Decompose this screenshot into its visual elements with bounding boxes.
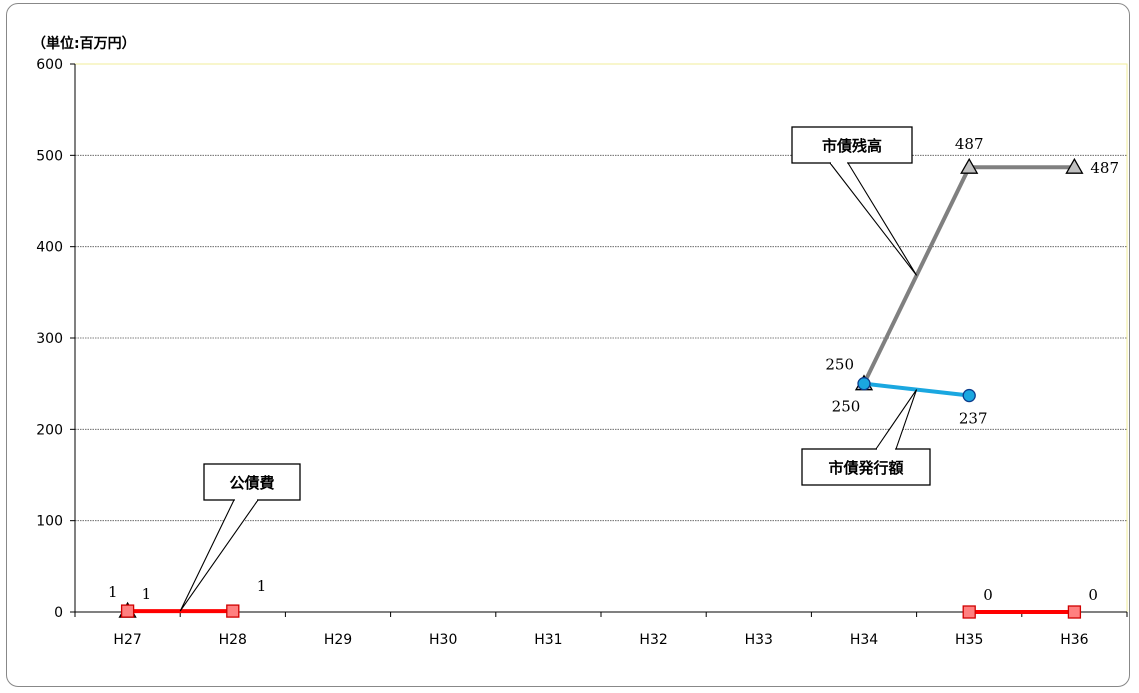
y-tick-label: 600 <box>36 57 63 73</box>
x-tick-label: H34 <box>850 632 878 648</box>
callout: 公債費 <box>179 463 301 612</box>
callout-box <box>791 126 913 164</box>
callout-pointer <box>828 162 918 276</box>
x-tick-label: H29 <box>324 632 352 648</box>
data-label: 487 <box>955 135 984 153</box>
data-point <box>226 604 240 618</box>
series-square <box>120 604 1082 619</box>
callout-text: 市債発行額 <box>828 459 903 477</box>
callout-pointer <box>874 389 918 450</box>
data-point <box>120 604 135 618</box>
callout-pointer <box>179 499 260 612</box>
data-label: 0 <box>1088 586 1098 604</box>
y-tick-label: 100 <box>36 514 63 530</box>
callout-text: 市債残高 <box>822 137 882 155</box>
y-tick-label: 500 <box>36 148 63 164</box>
series-group <box>118 157 1084 619</box>
x-tick-label: H36 <box>1060 632 1088 648</box>
callout: 市債残高 <box>791 126 918 276</box>
data-labels: 1 250 487 487 250 237 1 1 0 0 <box>108 135 1119 604</box>
chart-frame <box>6 3 1130 687</box>
data-label: 250 <box>825 356 854 374</box>
callout-text: 公債費 <box>229 474 274 492</box>
data-label: 1 <box>257 577 267 595</box>
y-tick-label: 300 <box>36 331 63 347</box>
unit-label: （単位:百万円） <box>32 35 136 52</box>
data-point <box>857 377 871 391</box>
x-tick-label: H35 <box>955 632 983 648</box>
data-point <box>960 157 979 174</box>
x-tick-label: H32 <box>639 632 667 648</box>
y-tick-label: 200 <box>36 422 63 438</box>
data-point <box>1065 157 1084 174</box>
callout-box <box>203 463 301 501</box>
callout: 市債発行額 <box>801 389 931 486</box>
data-label: 0 <box>983 586 993 604</box>
data-label: 487 <box>1090 159 1119 177</box>
data-point <box>962 605 976 619</box>
data-point <box>962 388 976 403</box>
data-label: 237 <box>959 410 988 428</box>
data-label: 1 <box>108 583 118 601</box>
x-tick-label: H28 <box>219 632 247 648</box>
x-tick-label: H33 <box>745 632 773 648</box>
callout-box <box>801 448 931 486</box>
y-tick-label: 400 <box>36 240 63 256</box>
x-tick-label: H27 <box>113 632 141 648</box>
y-tick-label: 0 <box>54 605 63 621</box>
data-label: 1 <box>142 585 152 603</box>
data-point <box>1067 605 1082 619</box>
series-triangle <box>118 157 1084 618</box>
x-tick-label: H31 <box>534 632 562 648</box>
x-tick-label: H30 <box>429 632 457 648</box>
data-label: 250 <box>832 398 861 416</box>
